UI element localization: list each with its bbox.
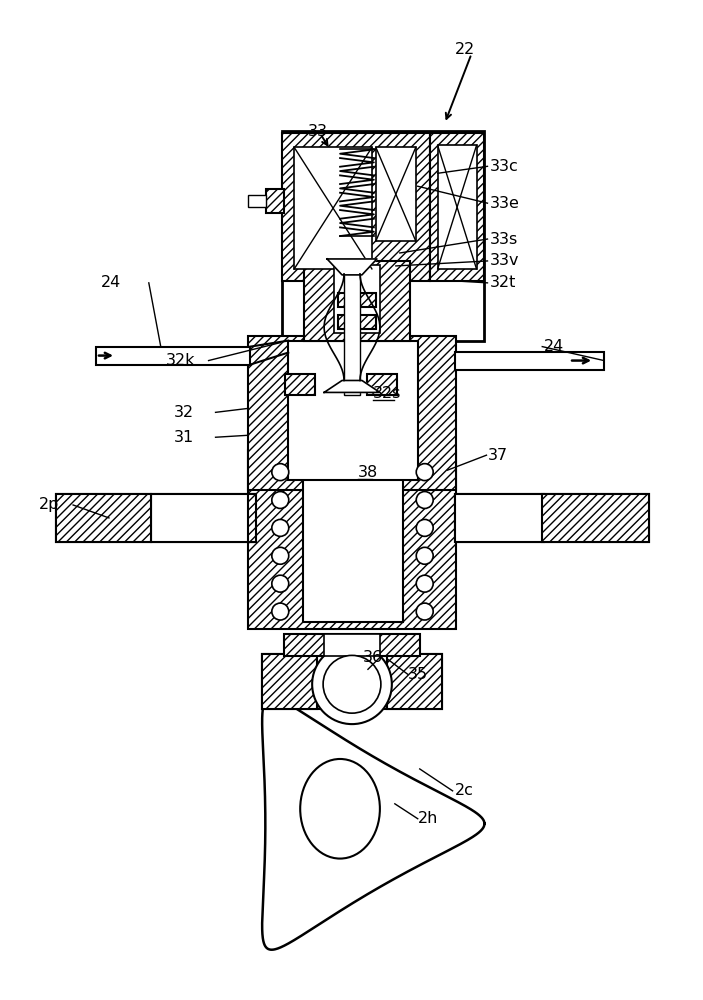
Bar bbox=[334, 265, 380, 333]
Bar bbox=[56, 494, 151, 542]
Text: 32s: 32s bbox=[373, 386, 401, 401]
Text: 24: 24 bbox=[101, 275, 121, 290]
Text: 32: 32 bbox=[174, 405, 194, 420]
Circle shape bbox=[272, 603, 289, 620]
Bar bbox=[455, 352, 604, 370]
Bar bbox=[248, 195, 266, 207]
Bar bbox=[288, 341, 418, 480]
Polygon shape bbox=[327, 259, 377, 275]
Text: 24: 24 bbox=[544, 339, 565, 354]
Text: 33v: 33v bbox=[489, 253, 519, 268]
Text: 33c: 33c bbox=[489, 159, 518, 174]
Circle shape bbox=[312, 644, 392, 724]
Text: 2c: 2c bbox=[455, 783, 473, 798]
Bar bbox=[367, 374, 396, 395]
Bar bbox=[338, 293, 376, 307]
Bar bbox=[96, 347, 250, 365]
Bar bbox=[387, 654, 441, 709]
Text: 36: 36 bbox=[363, 650, 383, 665]
Text: 31: 31 bbox=[174, 430, 194, 445]
Bar bbox=[455, 494, 544, 542]
Text: 35: 35 bbox=[408, 667, 428, 682]
Circle shape bbox=[272, 519, 289, 536]
Circle shape bbox=[323, 655, 381, 713]
Text: 33e: 33e bbox=[489, 196, 520, 211]
Circle shape bbox=[272, 492, 289, 508]
Bar bbox=[283, 131, 484, 341]
Bar bbox=[344, 259, 360, 395]
Bar bbox=[338, 315, 376, 329]
Bar bbox=[283, 133, 430, 281]
Circle shape bbox=[272, 547, 289, 564]
Text: 22: 22 bbox=[455, 42, 475, 57]
Bar bbox=[56, 494, 255, 542]
Circle shape bbox=[416, 603, 433, 620]
Bar bbox=[304, 261, 410, 341]
Bar bbox=[266, 189, 284, 213]
Text: 33: 33 bbox=[308, 124, 328, 139]
Ellipse shape bbox=[300, 759, 380, 859]
Text: 32k: 32k bbox=[166, 353, 195, 368]
Circle shape bbox=[272, 575, 289, 592]
Bar bbox=[438, 145, 477, 269]
Polygon shape bbox=[262, 698, 484, 950]
Bar bbox=[324, 634, 380, 656]
Circle shape bbox=[416, 547, 433, 564]
Text: 2p: 2p bbox=[39, 497, 60, 512]
Bar bbox=[248, 494, 257, 542]
Text: 38: 38 bbox=[358, 465, 378, 480]
Bar bbox=[430, 133, 484, 281]
Bar bbox=[284, 634, 420, 656]
Text: 37: 37 bbox=[487, 448, 508, 463]
Bar bbox=[248, 336, 456, 490]
Text: 33s: 33s bbox=[489, 232, 517, 247]
Bar bbox=[376, 147, 415, 241]
Circle shape bbox=[416, 492, 433, 508]
Text: 2h: 2h bbox=[418, 811, 438, 826]
Bar bbox=[262, 654, 317, 709]
Bar bbox=[262, 654, 441, 709]
Bar bbox=[248, 450, 456, 629]
Bar bbox=[303, 454, 403, 622]
Circle shape bbox=[416, 464, 433, 481]
Circle shape bbox=[416, 519, 433, 536]
Circle shape bbox=[416, 575, 433, 592]
Bar bbox=[295, 147, 372, 269]
Circle shape bbox=[272, 464, 289, 481]
Bar bbox=[285, 374, 315, 395]
Polygon shape bbox=[324, 380, 380, 392]
Bar bbox=[455, 494, 649, 542]
Bar bbox=[542, 494, 649, 542]
Text: 32t: 32t bbox=[489, 275, 516, 290]
Bar bbox=[151, 494, 255, 542]
